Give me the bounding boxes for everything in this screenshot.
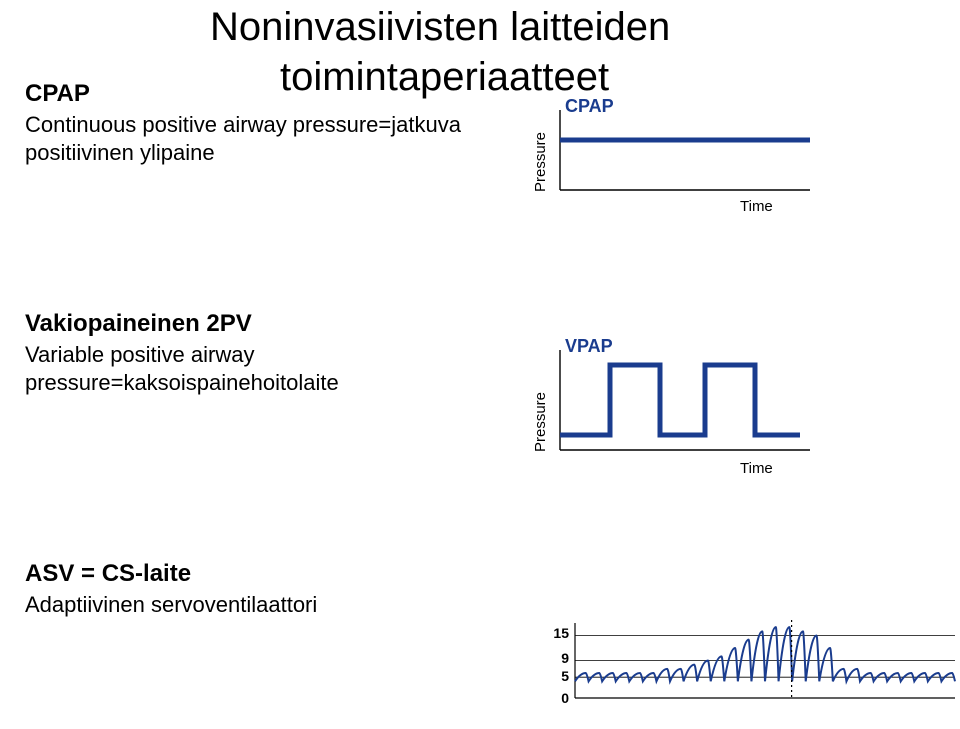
asv-tick-0: 0: [545, 690, 569, 706]
cpap-chart-ylabel: Pressure: [532, 132, 549, 192]
asv-chart: 15 9 5 0: [545, 618, 960, 718]
vpap-chart-svg: [520, 340, 820, 470]
slide-root: Noninvasiivisten laitteiden toimintaperi…: [0, 0, 960, 729]
cpap-heading: CPAP: [25, 80, 90, 108]
asv-tick-15: 15: [545, 625, 569, 641]
asv-desc-1: Adaptiivinen servoventilaattori: [25, 592, 317, 618]
title-line1: Noninvasiivisten laitteiden: [210, 5, 670, 50]
cpap-desc-1: Continuous positive airway pressure=jatk…: [25, 112, 461, 138]
vakiopaineinen-heading: Vakiopaineinen 2PV: [25, 310, 252, 338]
vpap-chart-title: VPAP: [565, 336, 613, 357]
cpap-chart-xlabel: Time: [740, 198, 773, 215]
asv-heading: ASV = CS-laite: [25, 560, 191, 588]
title-line2: toimintaperiaatteet: [280, 55, 609, 100]
vakiopaineinen-desc-2: pressure=kaksoispainehoitolaite: [25, 370, 339, 396]
vpap-chart-ylabel: Pressure: [532, 392, 549, 452]
cpap-chart-title: CPAP: [565, 96, 614, 117]
asv-tick-9: 9: [545, 650, 569, 666]
vakiopaineinen-desc-1: Variable positive airway: [25, 342, 254, 368]
cpap-desc-2: positiivinen ylipaine: [25, 140, 215, 166]
vpap-chart-xlabel: Time: [740, 460, 773, 477]
vpap-chart: VPAP Pressure Time: [520, 340, 820, 500]
asv-chart-svg: [545, 618, 960, 718]
asv-tick-5: 5: [545, 668, 569, 684]
cpap-chart: CPAP Pressure Time: [520, 100, 820, 230]
